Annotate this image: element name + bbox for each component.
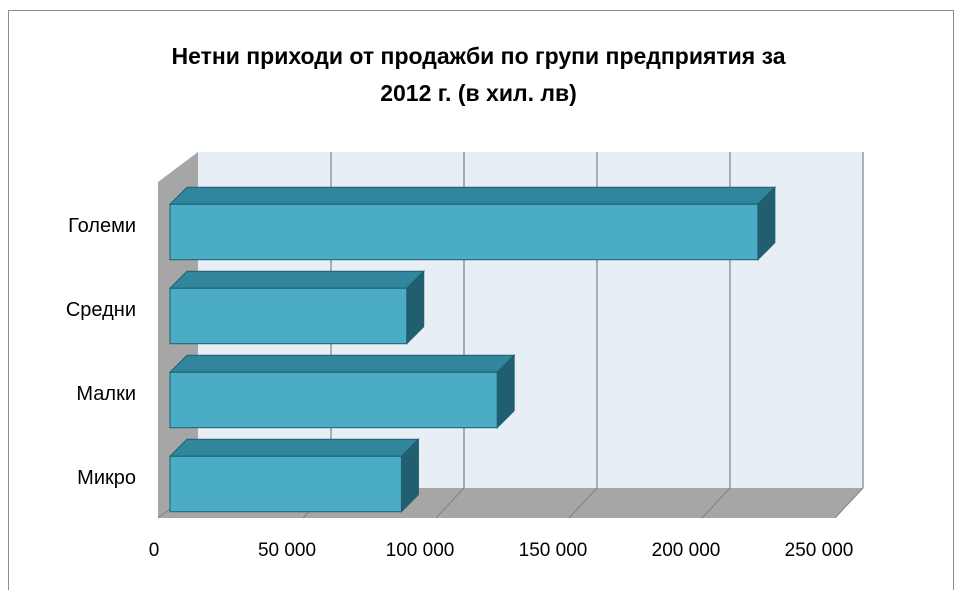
floor-gridline [568,487,598,519]
x-tick-label: 100 000 [386,540,455,561]
bar-top [168,186,777,205]
chart-title-line-1: Нетни приходи от продажби по групи предп… [171,43,786,69]
bar [169,455,402,513]
bar-top [168,438,420,457]
x-tick-label: 50 000 [258,540,316,561]
category-label: Средни [66,299,136,321]
chart-title: Нетни приходи от продажби по групи предп… [0,38,957,112]
category-label: Малки [76,383,136,405]
x-tick-label: 0 [149,540,160,561]
bar-top [168,354,516,373]
x-tick-label: 250 000 [785,540,854,561]
floor-gridline [435,487,465,519]
bar [169,203,759,261]
chart-title-line-2: 2012 г. (в хил. лв) [380,80,577,106]
bar [169,287,408,345]
category-label: Микро [77,467,136,489]
bar [169,371,498,429]
category-label: Големи [68,215,136,237]
floor-gridline [834,487,864,519]
bar-top [168,270,425,289]
x-tick-label: 150 000 [519,540,588,561]
x-tick-label: 200 000 [652,540,721,561]
floor-gridline [701,487,731,519]
